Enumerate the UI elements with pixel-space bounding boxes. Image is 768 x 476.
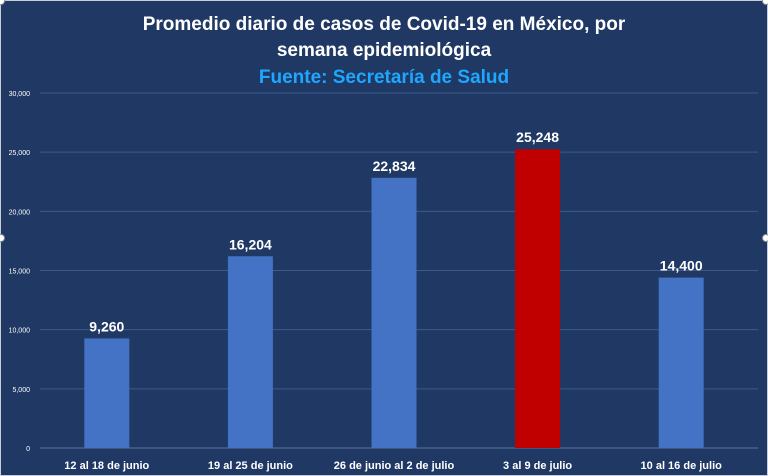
value-label: 25,248 — [516, 129, 559, 145]
chart-title-line2: semana epidemiológica — [276, 40, 492, 61]
value-label: 22,834 — [373, 158, 416, 174]
resize-handle-mid-left[interactable] — [0, 234, 5, 242]
x-tick-label: 12 al 18 de junio — [64, 460, 149, 472]
y-tick-label: 10,000 — [9, 328, 31, 335]
bar — [227, 256, 273, 448]
resize-handle-top-left[interactable] — [0, 0, 5, 5]
chart-source: Fuente: Secretaría de Salud — [258, 67, 510, 88]
value-label: 16,204 — [229, 236, 272, 252]
y-tick-label: 0 — [26, 446, 30, 453]
y-tick-label: 25,000 — [9, 150, 31, 157]
y-tick-label: 20,000 — [9, 209, 31, 216]
value-label: 14,400 — [660, 258, 703, 274]
resize-handle-mid-right[interactable] — [762, 234, 768, 242]
y-tick-label: 30,000 — [9, 91, 31, 98]
bar — [515, 149, 561, 448]
chart-title: Promedio diario de casos de Covid-19 en … — [0, 12, 768, 64]
bar — [371, 177, 417, 448]
x-tick-label: 26 de junio al 2 de julio — [334, 460, 455, 472]
x-tick-label: 19 al 25 de junio — [208, 460, 293, 472]
bar — [84, 338, 130, 448]
bar — [658, 277, 704, 448]
value-label: 9,260 — [89, 318, 124, 334]
x-tick-label: 3 al 9 de julio — [503, 460, 572, 472]
y-tick-label: 5,000 — [12, 387, 30, 394]
resize-handle-top-right[interactable] — [762, 0, 768, 5]
chart-title-line1: Promedio diario de casos de Covid-19 en … — [142, 14, 626, 35]
x-tick-label: 10 al 16 de julio — [641, 460, 723, 472]
y-tick-label: 15,000 — [9, 269, 31, 276]
